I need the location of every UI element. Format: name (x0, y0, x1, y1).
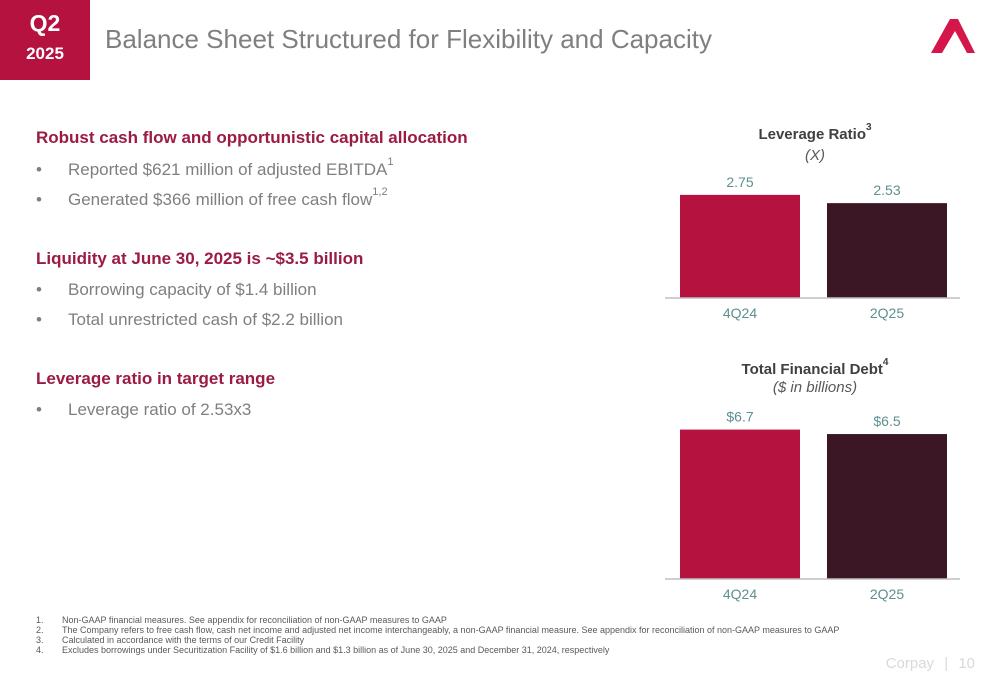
footer-brand: Corpay (885, 655, 935, 672)
footnote-text: Non-GAAP financial measures. See appendi… (62, 615, 447, 625)
page-footer: Corpay | 10 (886, 655, 975, 672)
chart-title: Leverage Ratio3 (665, 122, 965, 143)
page-title: Balance Sheet Structured for Flexibility… (105, 24, 712, 54)
bullet-text: Leverage ratio of 2.53x3 (68, 400, 252, 419)
leverage-ratio-plot: 2.75 4Q24 2.53 2Q25 (665, 174, 960, 321)
bar-4q24 (680, 429, 800, 579)
footnote-text: Excludes borrowings under Securitization… (62, 645, 610, 655)
bar-2q25 (827, 203, 947, 298)
footnote-2: 2. The Company refers to free cash flow, … (36, 625, 839, 635)
quarter-badge: Q2 2025 (0, 0, 90, 80)
total-financial-debt-plot: $6.7 4Q24 $6.5 2Q25 (665, 409, 960, 602)
bullet-dot: • (36, 400, 42, 419)
badge-year: 2025 (26, 44, 64, 63)
footnote-number: 2. (36, 625, 44, 635)
footnote-ref: 3 (865, 122, 872, 133)
data-label: $6.7 (726, 409, 753, 425)
section-heading-liquidity: Liquidity at June 30, 2025 is ~$3.5 bill… (36, 249, 364, 268)
page-number: 10 (958, 655, 975, 672)
x-tick-label: 4Q24 (723, 586, 757, 602)
data-label: 2.75 (726, 174, 753, 190)
chart-subtitle: (X) (805, 147, 825, 164)
data-label: $6.5 (873, 413, 900, 429)
footnotes: 1. Non-GAAP financial measures. See appen… (36, 615, 839, 655)
bullet-text: Reported $621 million of adjusted EBITDA (68, 160, 388, 179)
footnote-number: 4. (36, 645, 44, 655)
footnote-number: 3. (36, 635, 44, 645)
footnote-3: 3. Calculated in accordance with the term… (36, 635, 839, 645)
footnote-text: Calculated in accordance with the terms … (62, 635, 305, 645)
footnote-number: 1. (36, 615, 44, 625)
footnote-1: 1. Non-GAAP financial measures. See appen… (36, 615, 839, 625)
bullet-dot: • (36, 160, 42, 179)
x-tick-label: 4Q24 (723, 305, 757, 321)
bullet-dot: • (36, 310, 42, 329)
data-label: 2.53 (873, 182, 900, 198)
bullet-text: Borrowing capacity of $1.4 billion (68, 280, 317, 299)
chart-title: Total Financial Debt4 (665, 357, 965, 378)
footer-separator: | (944, 655, 949, 672)
bar-4q24 (680, 194, 800, 298)
bullet-dot: • (36, 190, 42, 209)
corpay-logo-icon (931, 19, 975, 53)
section-heading-leverage: Leverage ratio in target range (36, 369, 276, 388)
footnote-ref: 1 (387, 156, 394, 168)
badge-quarter: Q2 (29, 10, 61, 36)
x-tick-label: 2Q25 (870, 305, 904, 321)
chart-title-text: Leverage Ratio (758, 126, 866, 143)
bar-2q25 (827, 434, 947, 579)
bullet-dot: • (36, 280, 42, 299)
footnote-text: The Company refers to free cash flow, ca… (62, 625, 840, 635)
footnote-4: 4. Excludes borrowings under Securitizati… (36, 645, 839, 655)
bullet-text: Total unrestricted cash of $2.2 billion (68, 310, 343, 329)
chart-title-text: Total Financial Debt (741, 361, 883, 378)
bullet-text: Generated $366 million of free cash flow (68, 190, 373, 209)
x-tick-label: 2Q25 (870, 586, 904, 602)
footnote-ref: 1,2 (372, 186, 388, 198)
footnote-ref: 4 (882, 357, 889, 368)
chart-subtitle: ($ in billions) (772, 379, 858, 396)
section-heading-cash-flow: Robust cash flow and opportunistic capit… (36, 128, 468, 147)
